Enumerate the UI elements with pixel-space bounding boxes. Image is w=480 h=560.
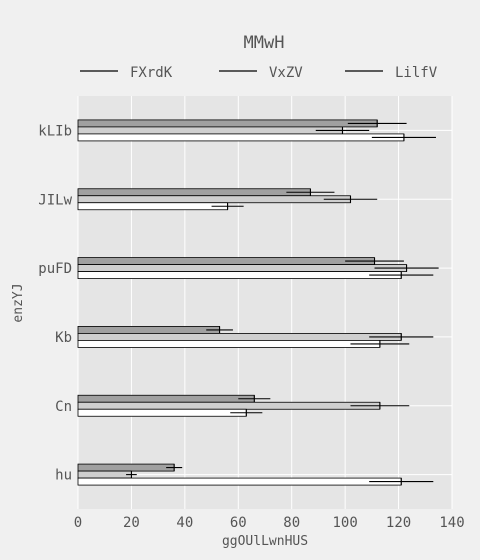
y-tick-label: JILw — [38, 192, 72, 208]
bar-LilfV-Kb — [77, 340, 381, 348]
x-tick-label: 80 — [283, 515, 300, 531]
bar-VxZV-kLIb — [77, 126, 343, 135]
bar-LilfV-puFD — [77, 271, 402, 279]
chart-title: MMwH — [244, 33, 285, 53]
x-axis-label: ggOUlLwnHUS — [222, 534, 308, 549]
y-tick-label: puFD — [38, 261, 72, 277]
bar-LilfV-Cn — [77, 408, 247, 417]
bar-VxZV-puFD — [77, 264, 407, 272]
legend: FXrdK VxZV LilfV — [80, 65, 438, 81]
x-tick-label: 20 — [123, 515, 140, 531]
bar-FXrdK-kLIb — [77, 119, 378, 128]
bar-VxZV-Cn — [77, 401, 381, 410]
legend-label-FXrdK: FXrdK — [130, 65, 173, 81]
bar-FXrdK-JILw — [77, 188, 311, 197]
x-tick-label: 100 — [332, 515, 357, 531]
bar-LilfV-hu — [77, 477, 402, 486]
legend-label-LilfV: LilfV — [395, 65, 438, 81]
y-tick-label: kLIb — [38, 123, 72, 139]
y-tick-label: Cn — [55, 399, 72, 415]
bar-FXrdK-puFD — [77, 257, 375, 265]
bar-LilfV-JILw — [77, 202, 229, 211]
x-tick-label: 140 — [439, 515, 464, 531]
bar-VxZV-JILw — [77, 195, 351, 204]
y-tick-label: hu — [55, 468, 72, 484]
bar-FXrdK-Cn — [77, 394, 255, 403]
x-tick-label: 120 — [386, 515, 411, 531]
y-tick-label: Kb — [55, 330, 72, 346]
bar-VxZV-hu — [77, 470, 132, 479]
x-tick-label: 60 — [230, 515, 247, 531]
x-tick-label: 0 — [74, 515, 82, 531]
bar-FXrdK-hu — [77, 463, 175, 472]
legend-label-VxZV: VxZV — [269, 65, 303, 81]
y-axis-label: enzYJ — [11, 283, 26, 322]
bar-VxZV-Kb — [77, 333, 402, 341]
x-tick-label: 40 — [176, 515, 193, 531]
y-tick-labels: kLIb JILw puFD Kb Cn hu — [38, 123, 72, 483]
plot-area — [78, 96, 452, 509]
bar-LilfV-kLIb — [77, 133, 405, 142]
error-bars — [126, 119, 439, 486]
bar-FXrdK-Kb — [77, 326, 220, 334]
x-tick-labels: 0 20 40 60 80 100 120 140 — [74, 515, 465, 531]
